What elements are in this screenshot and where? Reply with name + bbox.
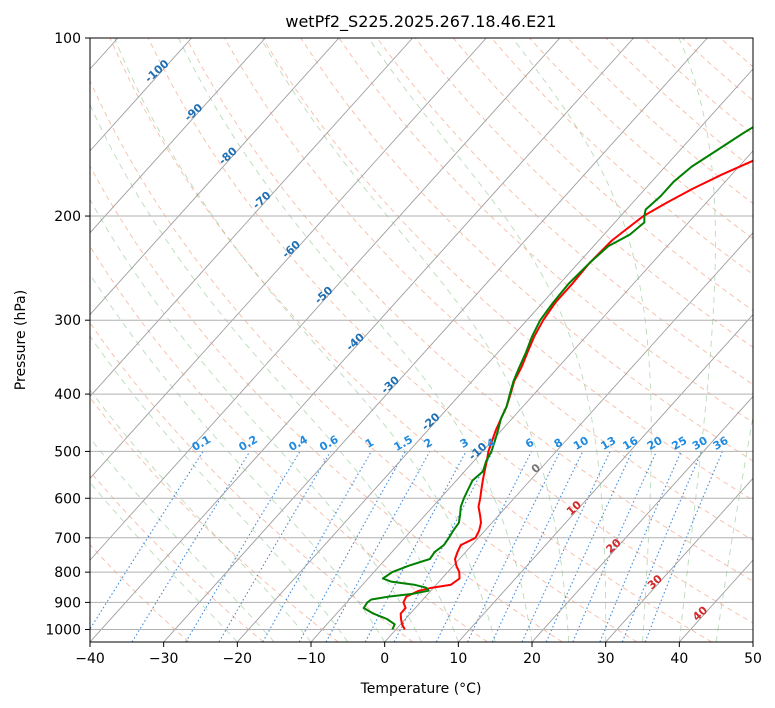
y-tick-label: 1000 [45, 622, 81, 638]
moist-adiabat-line [90, 481, 238, 642]
dry-adiabat-line [262, 38, 753, 501]
x-tick-label: 0 [380, 651, 389, 667]
isotherm-line [90, 38, 487, 480]
moist-adiabat-line [715, 414, 753, 642]
isotherm-line [236, 68, 753, 642]
isotherm-line [90, 38, 634, 642]
dry-adiabat-line [224, 38, 753, 541]
moist-adiabat-line [90, 198, 422, 642]
y-axis-label: Pressure (hPa) [13, 290, 29, 390]
x-tick-label: −30 [149, 651, 179, 667]
temperature-line [399, 159, 753, 630]
mixing-ratio-line [545, 451, 633, 642]
isotherm-line [163, 38, 708, 642]
mixing-ratio-line [599, 451, 682, 642]
moist-adiabat-line [113, 38, 496, 642]
isotherm-line [90, 38, 192, 152]
dry-adiabat-line [300, 38, 753, 462]
moist-adiabat-line [90, 437, 275, 642]
dry-adiabat-line [109, 38, 712, 642]
x-tick-label: −10 [296, 651, 326, 667]
isotherm-line [457, 313, 753, 642]
y-axis: 100 200 300 400 500 600 700 800 900 1000 [45, 31, 90, 638]
mixing-ratio-line [572, 451, 657, 642]
mixing-ratio-line [298, 451, 406, 642]
x-tick-label: 20 [523, 651, 541, 667]
dry-adiabat-line [90, 79, 638, 642]
moist-adiabat-line [368, 38, 607, 642]
dry-adiabat-line [414, 38, 753, 348]
isotherm-line [90, 38, 561, 561]
y-tick-label: 700 [54, 531, 81, 547]
profile-series [362, 126, 753, 630]
x-tick-label: 40 [670, 651, 688, 667]
x-tick-label: −20 [223, 651, 253, 667]
y-tick-label: 600 [54, 491, 81, 507]
isotherm-line [310, 150, 753, 642]
isotherm-line [531, 395, 753, 642]
background-reference-lines [90, 38, 753, 642]
x-axis: −40 −30 −20 −10 0 10 20 30 40 50 [75, 642, 762, 667]
y-tick-label: 400 [54, 387, 81, 403]
dry-adiabat-line [376, 38, 753, 386]
isotherm-line [90, 38, 340, 316]
moist-adiabat-line [90, 273, 386, 642]
isotherm-line [605, 477, 753, 642]
y-tick-label: 300 [54, 313, 81, 329]
dry-adiabat-line [90, 245, 488, 642]
mixing-ratio-line [644, 451, 723, 642]
isotherm-line [90, 38, 266, 234]
x-tick-label: 30 [597, 651, 615, 667]
y-tick-label: 200 [54, 209, 81, 225]
chart-title: wetPf2_S225.2025.267.18.46.E21 [285, 12, 556, 32]
dry-adiabat-line [90, 470, 264, 642]
plot-frame [89, 37, 754, 643]
x-tick-label: −40 [75, 651, 105, 667]
x-tick-label: 50 [744, 651, 762, 667]
x-axis-label: Temperature (°C) [360, 681, 482, 697]
dry-adiabat-line [90, 165, 563, 642]
moist-adiabat-line [260, 38, 570, 642]
mixing-ratio-line [325, 451, 431, 642]
dewpoint-line [362, 126, 753, 630]
mixing-ratio-line [435, 451, 532, 642]
y-tick-label: 800 [54, 565, 81, 581]
mixing-ratio-line [621, 451, 703, 642]
mixing-ratio-line [262, 451, 372, 642]
x-tick-label: 10 [449, 651, 467, 667]
y-tick-label: 900 [54, 595, 81, 611]
moist-adiabat-line [678, 38, 716, 642]
pressure-grid [90, 38, 753, 630]
moist-adiabat-line [90, 103, 459, 642]
mixing-ratio-line [90, 451, 204, 631]
y-tick-label: 500 [54, 444, 81, 460]
isotherm-line [384, 232, 753, 642]
isotherm-line [90, 38, 413, 398]
dry-adiabat-line [147, 38, 753, 624]
dry-adiabat-line [186, 38, 753, 582]
y-tick-label: 100 [54, 31, 81, 47]
moist-adiabat-line [512, 38, 652, 642]
